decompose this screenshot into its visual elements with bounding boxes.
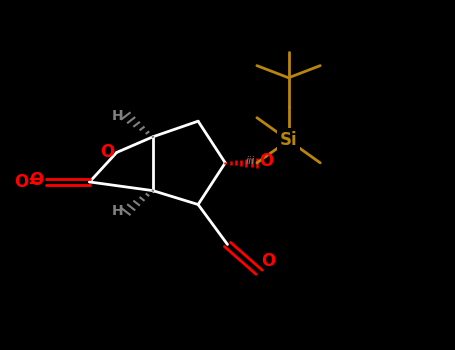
Text: O: O: [259, 152, 273, 170]
Text: iii: iii: [245, 156, 255, 166]
Text: O: O: [262, 252, 276, 271]
Text: O: O: [29, 171, 43, 189]
Text: H: H: [112, 109, 123, 123]
Text: H: H: [112, 204, 123, 218]
Text: O: O: [100, 144, 115, 161]
Text: Si: Si: [280, 131, 298, 149]
Text: O=: O=: [14, 173, 42, 191]
